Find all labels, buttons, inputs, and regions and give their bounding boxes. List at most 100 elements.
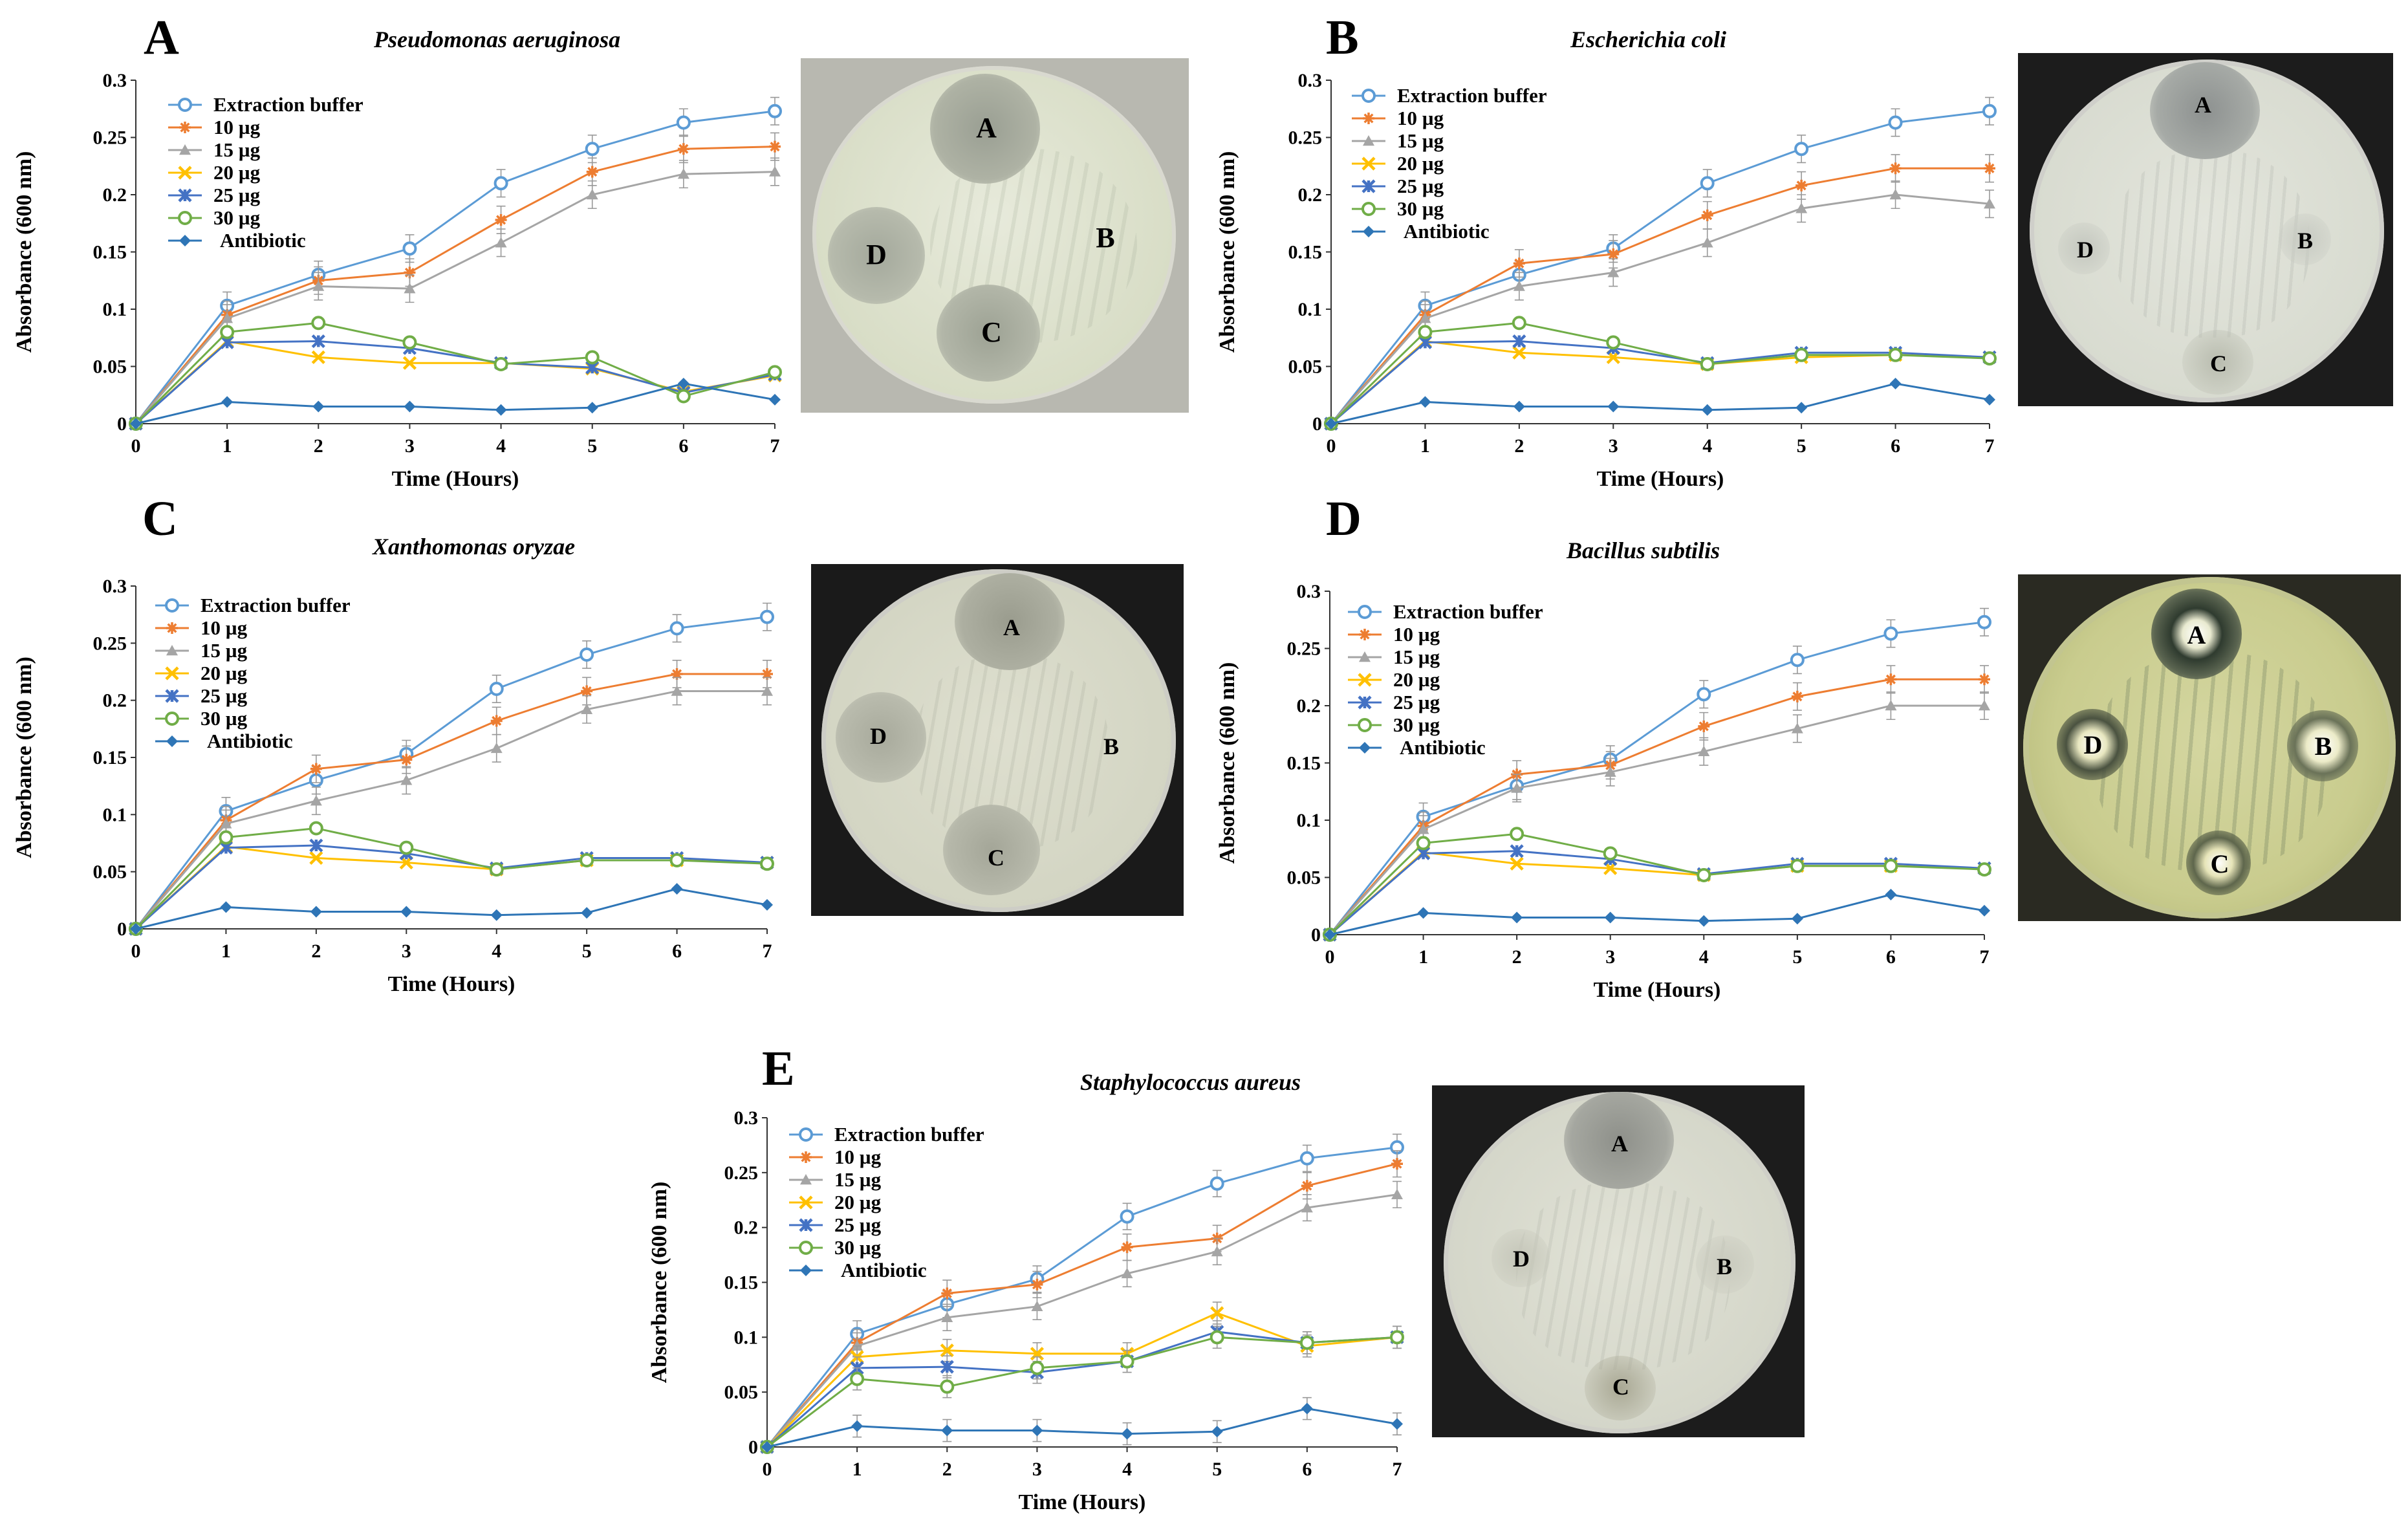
- legend-label: Antibiotic: [1404, 220, 1490, 243]
- y-tick-label: 0.1: [103, 299, 127, 320]
- legend-marker: [179, 122, 191, 133]
- x-axis-title: Time (Hours): [388, 972, 515, 996]
- plate-label-d: D: [866, 239, 887, 270]
- data-point: [677, 143, 689, 155]
- panel-d: D Bacillus subtilis 0 0.05 0.1 0.15 0.2 0.25 0…: [1203, 492, 2408, 1022]
- data-point: [309, 838, 323, 853]
- data-point: [1794, 142, 1809, 157]
- legend-marker: [178, 188, 192, 202]
- legend-marker: [179, 235, 191, 246]
- legend-marker: [1363, 113, 1374, 124]
- data-point: [1510, 844, 1524, 858]
- y-tick-label: 0.15: [1288, 242, 1323, 263]
- data-point: [1121, 1428, 1133, 1440]
- data-point: [1790, 653, 1805, 668]
- legend-marker: [799, 1195, 813, 1210]
- series-line: [1330, 167, 1990, 424]
- y-axis-title: Absorbance (600 nm): [1215, 151, 1239, 353]
- legend-label: 10 µg: [1393, 623, 1440, 646]
- data-point: [1511, 782, 1523, 793]
- legend-marker: [166, 622, 178, 634]
- x-tick-label: 4: [1699, 946, 1709, 968]
- data-point: [1701, 209, 1713, 221]
- data-point: [1791, 723, 1803, 734]
- data-point: [1885, 889, 1897, 901]
- series-line: [1330, 340, 1990, 425]
- data-point: [851, 1420, 863, 1432]
- agar-plate: A B C D: [2018, 574, 2401, 921]
- legend-label: 10 µg: [1397, 107, 1444, 129]
- series-6: [761, 1397, 1403, 1453]
- x-axis-title: Time (Hours): [1594, 978, 1721, 1002]
- series-line: [1329, 893, 1985, 936]
- panel-species-title: Bacillus subtilis: [1567, 538, 1720, 563]
- data-point: [219, 830, 233, 845]
- data-point: [1791, 913, 1803, 925]
- legend-label: 15 µg: [834, 1168, 882, 1191]
- data-point: [671, 883, 683, 895]
- data-point: [1701, 404, 1713, 416]
- x-tick-label: 0: [1327, 435, 1336, 457]
- x-tick-label: 1: [221, 940, 231, 962]
- x-tick-label: 4: [496, 435, 506, 457]
- data-point: [581, 907, 593, 919]
- data-point: [585, 142, 600, 157]
- series-line: [1330, 321, 1990, 425]
- inhibition-zone: [2279, 213, 2331, 265]
- data-point: [490, 909, 503, 921]
- y-tick-label: 0: [1312, 413, 1322, 435]
- data-point: [1791, 690, 1803, 702]
- legend-label: 30 µg: [1393, 713, 1440, 736]
- data-point: [1209, 1330, 1224, 1345]
- data-point: [310, 795, 322, 806]
- data-point: [1391, 1158, 1403, 1170]
- legend-label: 30 µg: [834, 1236, 882, 1259]
- data-point: [761, 1441, 773, 1453]
- legend-marker: [799, 1218, 813, 1232]
- legend-marker: [178, 211, 192, 225]
- x-tick-label: 7: [1980, 946, 1990, 968]
- line-chart: 0 0.05 0.1 0.15 0.2 0.25 0.3 0 1 2 3 4 5 6 7 Time (Hour…: [12, 576, 774, 996]
- panel-letter: A: [144, 10, 179, 65]
- data-point: [495, 237, 507, 248]
- panel-species-title: Xanthomonas oryzae: [373, 534, 576, 560]
- data-point: [309, 851, 323, 865]
- data-point: [311, 316, 326, 331]
- data-point: [490, 715, 503, 727]
- data-point: [1888, 347, 1903, 362]
- data-point: [489, 682, 504, 696]
- y-axis-title: Absorbance (600 nm): [1215, 662, 1239, 864]
- data-point: [1301, 1180, 1313, 1192]
- inhibition-zone: [828, 207, 925, 304]
- legend-marker: [1363, 226, 1374, 237]
- y-tick-label: 0.05: [1287, 867, 1321, 889]
- series-line: [135, 171, 776, 424]
- data-point: [1982, 103, 1997, 118]
- series-line: [1329, 678, 1984, 935]
- legend-label: Antibiotic: [220, 229, 306, 252]
- legend-marker: [166, 645, 178, 656]
- data-point: [495, 404, 507, 416]
- legend-marker: [1361, 157, 1376, 171]
- x-tick-label: 2: [311, 940, 321, 962]
- data-point: [400, 754, 413, 766]
- x-tick-label: 3: [1032, 1459, 1042, 1480]
- plate-label-c: C: [1612, 1374, 1629, 1400]
- series-5: [1324, 316, 1997, 431]
- data-point: [490, 742, 503, 754]
- data-point: [1301, 1202, 1313, 1213]
- series-line: [1329, 704, 1984, 935]
- series-line: [766, 1408, 1398, 1448]
- legend-label: 10 µg: [834, 1146, 882, 1168]
- x-axis-title: Time (Hours): [1019, 1490, 1146, 1514]
- data-point: [581, 703, 593, 714]
- line-chart: 0 0.05 0.1 0.15 0.2 0.25 0.3 0 1 2 3 4 5 6 7 Time (Hour…: [1215, 581, 1991, 1002]
- y-tick-label: 0.15: [93, 747, 127, 768]
- legend-label: Extraction buffer: [201, 594, 351, 616]
- y-tick-label: 0.15: [724, 1272, 759, 1294]
- series-line: [135, 887, 768, 930]
- inhibition-zone: [2182, 330, 2253, 395]
- data-point: [1513, 400, 1525, 413]
- y-tick-label: 0.25: [93, 127, 127, 149]
- data-point: [677, 168, 689, 179]
